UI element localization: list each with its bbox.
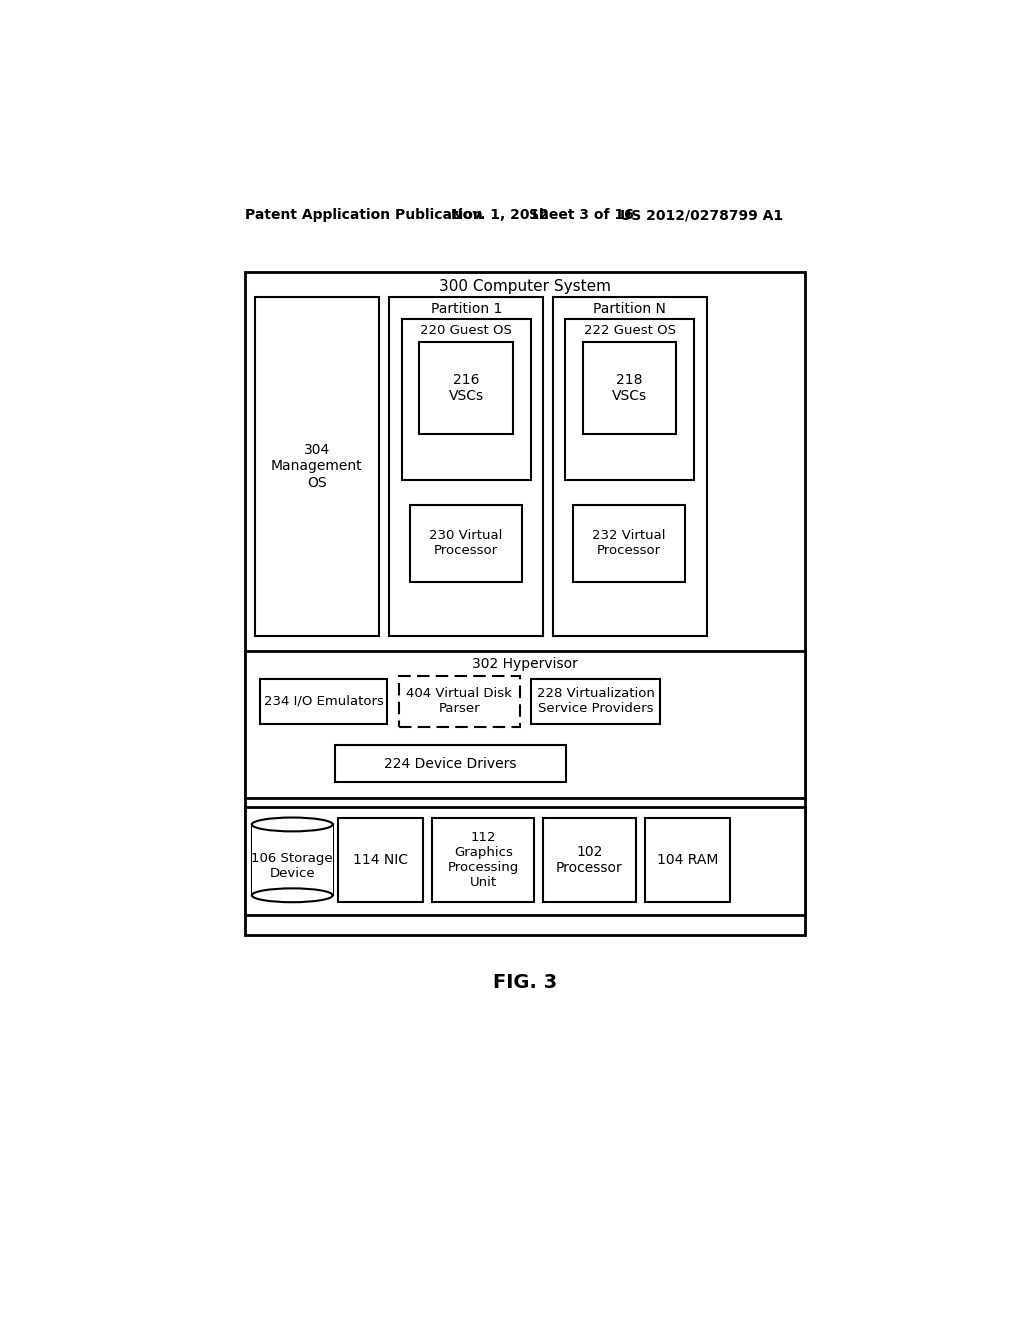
Bar [245, 272, 805, 935]
Bar [260, 678, 387, 723]
Ellipse shape [252, 817, 333, 832]
Bar [389, 297, 544, 636]
Text: 106 Storage
Device: 106 Storage Device [252, 851, 333, 880]
Ellipse shape [252, 888, 333, 903]
Text: 104 RAM: 104 RAM [656, 853, 718, 867]
Text: 300 Computer System: 300 Computer System [439, 279, 610, 294]
Bar [544, 817, 636, 903]
Text: 228 Virtualization
Service Providers: 228 Virtualization Service Providers [537, 688, 654, 715]
Text: 232 Virtual
Processor: 232 Virtual Processor [593, 529, 666, 557]
Bar [553, 297, 707, 636]
Text: 102
Processor: 102 Processor [556, 845, 623, 875]
Text: 224 Device Drivers: 224 Device Drivers [384, 756, 516, 771]
Text: 304
Management
OS: 304 Management OS [271, 444, 362, 490]
Text: 216
VSCs: 216 VSCs [449, 372, 484, 403]
Bar [410, 506, 521, 582]
Text: Partition N: Partition N [593, 302, 666, 317]
Bar [583, 342, 677, 434]
Bar [401, 318, 531, 480]
Text: 234 I/O Emulators: 234 I/O Emulators [263, 694, 383, 708]
Bar [419, 342, 513, 434]
Bar [255, 297, 379, 636]
Bar [245, 651, 805, 797]
Text: 218
VSCs: 218 VSCs [612, 372, 647, 403]
Bar [252, 825, 333, 895]
Bar [565, 318, 694, 480]
Text: Patent Application Publication: Patent Application Publication [245, 209, 482, 222]
Text: 220 Guest OS: 220 Guest OS [420, 325, 512, 338]
Bar [398, 676, 520, 726]
Bar [645, 817, 730, 903]
Text: 112
Graphics
Processing
Unit: 112 Graphics Processing Unit [447, 830, 519, 888]
Bar [339, 817, 423, 903]
Text: 230 Virtual
Processor: 230 Virtual Processor [429, 529, 503, 557]
Bar [245, 807, 805, 915]
Text: 302 Hypervisor: 302 Hypervisor [472, 656, 578, 671]
Bar [432, 817, 535, 903]
Text: Nov. 1, 2012: Nov. 1, 2012 [451, 209, 549, 222]
Text: 222 Guest OS: 222 Guest OS [584, 325, 676, 338]
Text: Sheet 3 of 16: Sheet 3 of 16 [529, 209, 634, 222]
Text: Partition 1: Partition 1 [431, 302, 502, 317]
Text: FIG. 3: FIG. 3 [493, 973, 557, 991]
Bar [573, 506, 685, 582]
Bar [335, 744, 565, 781]
Bar [531, 678, 660, 723]
Text: US 2012/0278799 A1: US 2012/0278799 A1 [621, 209, 783, 222]
Text: 404 Virtual Disk
Parser: 404 Virtual Disk Parser [407, 688, 512, 715]
Text: 114 NIC: 114 NIC [353, 853, 409, 867]
